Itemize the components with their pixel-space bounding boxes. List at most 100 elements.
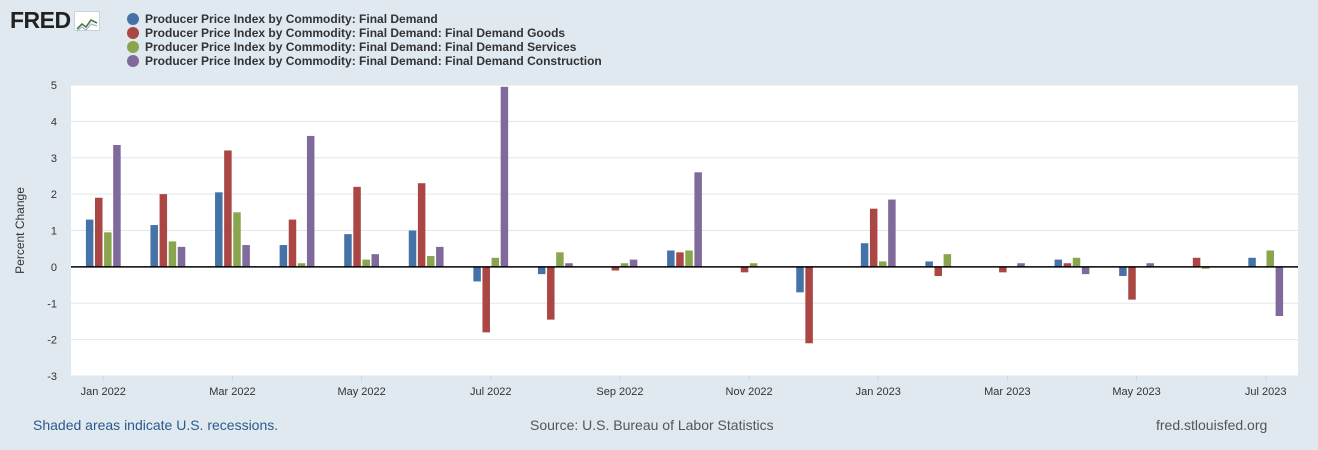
bar[interactable] (694, 172, 702, 267)
bar[interactable] (796, 266, 804, 293)
legend-item[interactable]: Producer Price Index by Commodity: Final… (127, 54, 602, 68)
bar[interactable] (676, 252, 684, 267)
chart-legend: Producer Price Index by Commodity: Final… (127, 12, 602, 68)
bar[interactable] (426, 255, 435, 267)
bar[interactable] (408, 230, 417, 267)
bar[interactable] (860, 243, 869, 267)
y-tick-label: 4 (51, 116, 57, 128)
y-axis-ticks: 5 4 3 2 1 0 -1 -2 -3 (47, 80, 57, 383)
bar[interactable] (104, 232, 112, 267)
y-tick-label: 0 (51, 262, 57, 274)
y-tick-label: -2 (47, 335, 57, 347)
bar[interactable] (242, 245, 250, 267)
x-tick-label: May 2023 (1112, 386, 1160, 398)
bar[interactable] (233, 212, 241, 267)
bar[interactable] (224, 150, 232, 267)
legend-label: Producer Price Index by Commodity: Final… (145, 54, 602, 68)
bar[interactable] (159, 194, 168, 267)
bar[interactable] (473, 266, 481, 282)
y-tick-label: 5 (51, 80, 57, 92)
bar[interactable] (749, 263, 758, 267)
bar[interactable] (491, 257, 500, 267)
bar[interactable] (537, 266, 546, 275)
bar[interactable] (1072, 257, 1081, 267)
fred-logo-text: FRED (10, 7, 71, 33)
bar[interactable] (1275, 266, 1284, 316)
bar[interactable] (1248, 257, 1256, 267)
bar[interactable] (879, 261, 887, 267)
bar[interactable] (1128, 266, 1136, 300)
bar[interactable] (888, 199, 896, 267)
bar[interactable] (943, 254, 952, 267)
bar[interactable] (740, 266, 749, 273)
bar[interactable] (150, 225, 158, 267)
legend-marker (127, 13, 139, 25)
y-axis-title: Percent Change (13, 187, 27, 274)
bar[interactable] (1017, 263, 1025, 267)
bar[interactable] (482, 266, 490, 333)
bar[interactable] (297, 263, 306, 267)
bar[interactable] (934, 266, 943, 276)
source-text: Source: U.S. Bureau of Labor Statistics (530, 417, 774, 433)
legend-item[interactable]: Producer Price Index by Commodity: Final… (127, 26, 602, 40)
legend-item[interactable]: Producer Price Index by Commodity: Final… (127, 40, 602, 54)
legend-marker (127, 55, 139, 67)
bar[interactable] (1081, 266, 1090, 275)
bar[interactable] (869, 208, 878, 267)
bar[interactable] (685, 250, 693, 267)
x-tick-label: Mar 2022 (209, 386, 255, 398)
y-tick-label: -3 (47, 371, 57, 383)
x-tick-label: Jan 2023 (856, 386, 901, 398)
bar[interactable] (1146, 263, 1154, 267)
bar[interactable] (215, 192, 223, 267)
legend-label: Producer Price Index by Commodity: Final… (145, 40, 577, 54)
bar[interactable] (353, 186, 361, 267)
bar[interactable] (805, 266, 813, 344)
bar[interactable] (667, 250, 675, 267)
bar[interactable] (279, 245, 288, 267)
x-tick-label: Nov 2022 (726, 386, 773, 398)
bar[interactable] (999, 266, 1007, 273)
bar[interactable] (344, 234, 352, 267)
bar[interactable] (371, 254, 380, 267)
chart-area[interactable]: 5 4 3 2 1 0 -1 -2 -3 Jan 2022 Mar 2022 May 2022 Jul… (0, 0, 1318, 410)
x-tick-label: Jul 2023 (1245, 386, 1287, 398)
bar[interactable] (1201, 266, 1210, 269)
bar[interactable] (1054, 259, 1063, 267)
bar[interactable] (547, 266, 555, 320)
bar[interactable] (629, 259, 638, 267)
legend-label: Producer Price Index by Commodity: Final… (145, 26, 566, 40)
bar[interactable] (85, 219, 94, 267)
bar[interactable] (436, 246, 444, 267)
x-tick-label: May 2022 (337, 386, 385, 398)
bar[interactable] (500, 86, 509, 267)
fred-logo[interactable]: FRED (10, 7, 100, 34)
y-tick-label: -1 (47, 298, 57, 310)
bar[interactable] (1192, 257, 1201, 267)
bar[interactable] (1063, 263, 1072, 267)
bar[interactable] (565, 263, 573, 267)
bar[interactable] (288, 219, 297, 267)
bar[interactable] (556, 252, 564, 267)
x-tick-label: Mar 2023 (984, 386, 1030, 398)
bar[interactable] (611, 266, 620, 271)
bar[interactable] (113, 145, 121, 267)
bar[interactable] (306, 135, 315, 267)
bar[interactable] (417, 183, 426, 267)
bar[interactable] (1119, 266, 1127, 276)
recession-note[interactable]: Shaded areas indicate U.S. recessions. (33, 417, 279, 433)
legend-item[interactable]: Producer Price Index by Commodity: Final… (127, 12, 602, 26)
y-tick-label: 2 (51, 189, 57, 201)
site-link[interactable]: fred.stlouisfed.org (1156, 417, 1268, 433)
legend-marker (127, 27, 139, 39)
bar[interactable] (925, 261, 933, 267)
bar[interactable] (620, 263, 629, 267)
bar[interactable] (1266, 250, 1275, 267)
x-tick-label: Sep 2022 (596, 386, 643, 398)
bar[interactable] (362, 259, 370, 267)
bar[interactable] (177, 246, 186, 267)
bar[interactable] (168, 241, 177, 267)
bar[interactable] (94, 197, 103, 267)
x-tick-label: Jul 2022 (470, 386, 512, 398)
legend-marker (127, 41, 139, 53)
